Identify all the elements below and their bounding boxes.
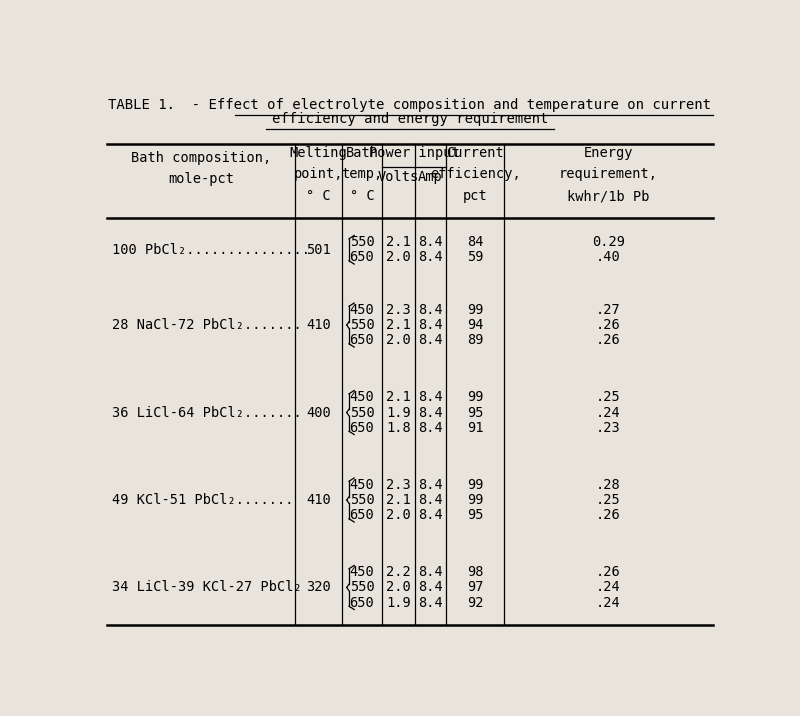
Text: .40: .40 bbox=[596, 251, 621, 264]
Text: Volts: Volts bbox=[378, 170, 419, 184]
Text: 550: 550 bbox=[350, 493, 374, 507]
Text: 95: 95 bbox=[467, 508, 483, 523]
Text: 95: 95 bbox=[467, 405, 483, 420]
Text: 49 KCl-51 PbCl₂.......: 49 KCl-51 PbCl₂....... bbox=[112, 493, 294, 507]
Text: .25: .25 bbox=[596, 493, 621, 507]
Text: 650: 650 bbox=[350, 334, 374, 347]
Text: .26: .26 bbox=[596, 508, 621, 523]
Text: ° C: ° C bbox=[306, 190, 331, 203]
Text: .26: .26 bbox=[596, 565, 621, 579]
Text: 2.3: 2.3 bbox=[386, 478, 411, 492]
Text: 450: 450 bbox=[350, 478, 374, 492]
Text: 2.1: 2.1 bbox=[386, 318, 411, 332]
Text: 550: 550 bbox=[350, 235, 374, 249]
Text: 320: 320 bbox=[306, 581, 331, 594]
Text: efficiency,: efficiency, bbox=[430, 168, 521, 181]
Text: 34 LiCl-39 KCl-27 PbCl₂: 34 LiCl-39 KCl-27 PbCl₂ bbox=[112, 581, 302, 594]
Text: 0.29: 0.29 bbox=[592, 235, 625, 249]
Text: Energy: Energy bbox=[584, 147, 633, 160]
Text: 99: 99 bbox=[467, 303, 483, 316]
Text: 2.1: 2.1 bbox=[386, 235, 411, 249]
Text: 1.9: 1.9 bbox=[386, 405, 411, 420]
Text: 99: 99 bbox=[467, 390, 483, 404]
Text: 2.1: 2.1 bbox=[386, 493, 411, 507]
Text: 650: 650 bbox=[350, 596, 374, 610]
Text: Current: Current bbox=[446, 147, 504, 160]
Text: Melting: Melting bbox=[290, 147, 347, 160]
Text: 2.0: 2.0 bbox=[386, 508, 411, 523]
Text: 8.4: 8.4 bbox=[418, 508, 443, 523]
Text: .27: .27 bbox=[596, 303, 621, 316]
Text: Amp: Amp bbox=[418, 170, 443, 184]
Text: 650: 650 bbox=[350, 508, 374, 523]
Text: 410: 410 bbox=[306, 493, 331, 507]
Text: 400: 400 bbox=[306, 405, 331, 420]
Text: 8.4: 8.4 bbox=[418, 303, 443, 316]
Text: Bath: Bath bbox=[346, 147, 378, 160]
Text: 2.1: 2.1 bbox=[386, 390, 411, 404]
Text: 99: 99 bbox=[467, 493, 483, 507]
Text: 97: 97 bbox=[467, 581, 483, 594]
Text: 8.4: 8.4 bbox=[418, 493, 443, 507]
Text: 8.4: 8.4 bbox=[418, 581, 443, 594]
Text: 8.4: 8.4 bbox=[418, 390, 443, 404]
Text: efficiency and energy requirement: efficiency and energy requirement bbox=[272, 112, 548, 126]
Text: 1.8: 1.8 bbox=[386, 421, 411, 435]
Text: temp,: temp, bbox=[342, 168, 382, 181]
Text: 450: 450 bbox=[350, 390, 374, 404]
Text: 89: 89 bbox=[467, 334, 483, 347]
Text: requirement,: requirement, bbox=[559, 168, 658, 181]
Text: TABLE 1.  - Effect of electrolyte composition and temperature on current: TABLE 1. - Effect of electrolyte composi… bbox=[109, 98, 711, 112]
Text: point,: point, bbox=[294, 168, 343, 181]
Text: 410: 410 bbox=[306, 318, 331, 332]
Text: 92: 92 bbox=[467, 596, 483, 610]
Text: 99: 99 bbox=[467, 478, 483, 492]
Text: 8.4: 8.4 bbox=[418, 478, 443, 492]
Text: 550: 550 bbox=[350, 581, 374, 594]
Text: .24: .24 bbox=[596, 596, 621, 610]
Text: 84: 84 bbox=[467, 235, 483, 249]
Text: 8.4: 8.4 bbox=[418, 318, 443, 332]
Text: 91: 91 bbox=[467, 421, 483, 435]
Text: 450: 450 bbox=[350, 303, 374, 316]
Text: 2.3: 2.3 bbox=[386, 303, 411, 316]
Text: 59: 59 bbox=[467, 251, 483, 264]
Text: 98: 98 bbox=[467, 565, 483, 579]
Text: 2.0: 2.0 bbox=[386, 251, 411, 264]
Text: 450: 450 bbox=[350, 565, 374, 579]
Text: Bath composition,: Bath composition, bbox=[131, 151, 271, 165]
Text: .26: .26 bbox=[596, 318, 621, 332]
Text: Power input: Power input bbox=[369, 147, 459, 160]
Text: 650: 650 bbox=[350, 251, 374, 264]
Text: 2.2: 2.2 bbox=[386, 565, 411, 579]
Text: 8.4: 8.4 bbox=[418, 565, 443, 579]
Text: 2.0: 2.0 bbox=[386, 581, 411, 594]
Text: 100 PbCl₂...............: 100 PbCl₂............... bbox=[112, 243, 310, 257]
Text: 94: 94 bbox=[467, 318, 483, 332]
Text: pct: pct bbox=[462, 190, 487, 203]
Text: .23: .23 bbox=[596, 421, 621, 435]
Text: 550: 550 bbox=[350, 405, 374, 420]
Text: 2.0: 2.0 bbox=[386, 334, 411, 347]
Text: 8.4: 8.4 bbox=[418, 334, 443, 347]
Text: mole-pct: mole-pct bbox=[168, 172, 234, 186]
Text: 8.4: 8.4 bbox=[418, 596, 443, 610]
Text: 28 NaCl-72 PbCl₂.......: 28 NaCl-72 PbCl₂....... bbox=[112, 318, 302, 332]
Text: 8.4: 8.4 bbox=[418, 421, 443, 435]
Text: 8.4: 8.4 bbox=[418, 235, 443, 249]
Text: ° C: ° C bbox=[350, 190, 374, 203]
Text: 8.4: 8.4 bbox=[418, 405, 443, 420]
Text: 550: 550 bbox=[350, 318, 374, 332]
Text: .26: .26 bbox=[596, 334, 621, 347]
Text: .24: .24 bbox=[596, 405, 621, 420]
Text: .24: .24 bbox=[596, 581, 621, 594]
Text: 501: 501 bbox=[306, 243, 331, 257]
Text: .28: .28 bbox=[596, 478, 621, 492]
Text: 1.9: 1.9 bbox=[386, 596, 411, 610]
Text: 36 LiCl-64 PbCl₂.......: 36 LiCl-64 PbCl₂....... bbox=[112, 405, 302, 420]
Text: 650: 650 bbox=[350, 421, 374, 435]
Text: 8.4: 8.4 bbox=[418, 251, 443, 264]
Text: kwhr/1b Pb: kwhr/1b Pb bbox=[567, 190, 650, 203]
Text: .25: .25 bbox=[596, 390, 621, 404]
